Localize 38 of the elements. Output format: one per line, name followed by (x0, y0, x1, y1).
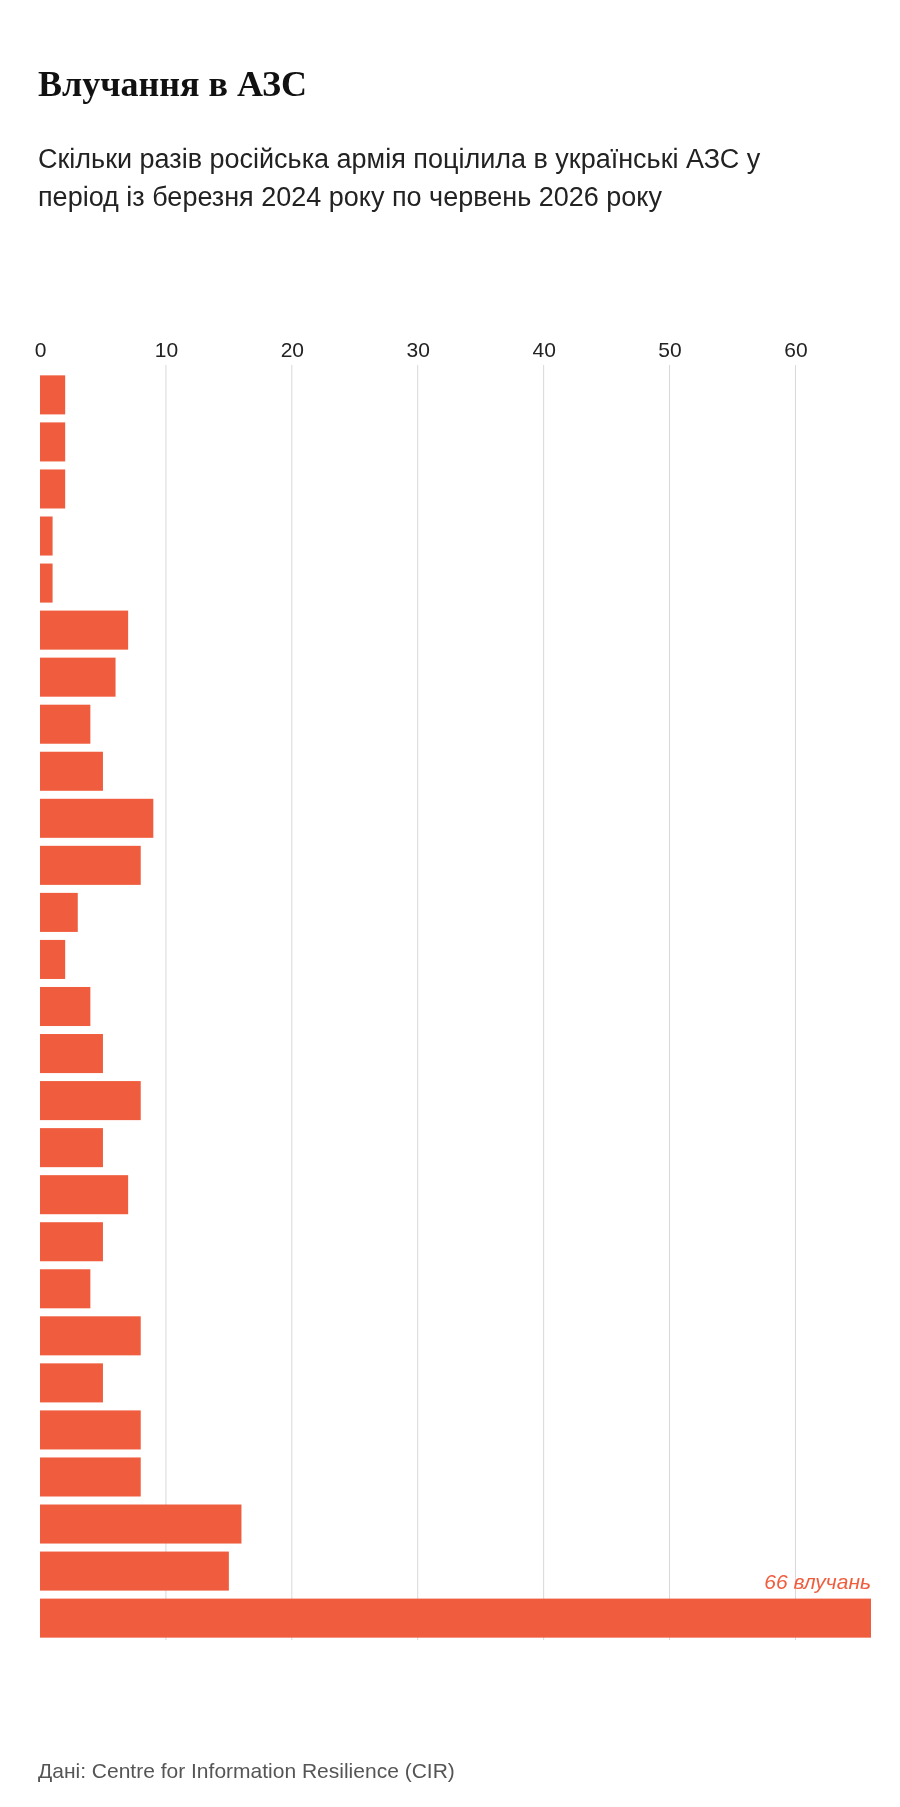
bar (40, 469, 66, 509)
bar (40, 1269, 91, 1309)
x-tick-label: 60 (784, 338, 808, 361)
bar (40, 704, 91, 744)
bar (40, 1316, 141, 1356)
x-tick-label: 20 (280, 338, 304, 361)
bar (40, 1410, 141, 1450)
bar (40, 1504, 242, 1544)
bar (40, 1081, 141, 1121)
x-tick-label: 50 (658, 338, 682, 361)
chart-title: Влучання в АЗС (38, 64, 308, 104)
x-tick-label: 10 (154, 338, 179, 361)
bar (40, 610, 129, 650)
bar (40, 516, 53, 556)
x-tick-label: 0 (34, 338, 47, 361)
bar (40, 1222, 103, 1262)
bar (40, 939, 66, 979)
bar (40, 422, 66, 462)
bar (40, 657, 116, 697)
bar (40, 798, 154, 838)
bar (40, 986, 91, 1027)
bar (40, 1034, 103, 1074)
x-tick-label: 30 (406, 338, 430, 361)
bar (40, 1363, 103, 1403)
text: Дані: Centre for Information Resilience (CIR) (38, 1759, 455, 1782)
bar (40, 1598, 871, 1638)
bar (40, 845, 141, 885)
bar (40, 1457, 141, 1497)
bar (40, 1551, 229, 1591)
bar (40, 563, 53, 603)
bar (40, 1175, 129, 1215)
x-tick-label: 40 (532, 338, 556, 361)
chart-subtitle: Скільки разів російська армія поцілила в українські АЗС у період із березня 2024 року по червень 2026 року (38, 144, 761, 212)
bar (40, 751, 103, 791)
data-label: 66 влучань (764, 1569, 871, 1593)
bar (40, 375, 66, 415)
bar (40, 1128, 103, 1168)
bar (40, 892, 78, 932)
